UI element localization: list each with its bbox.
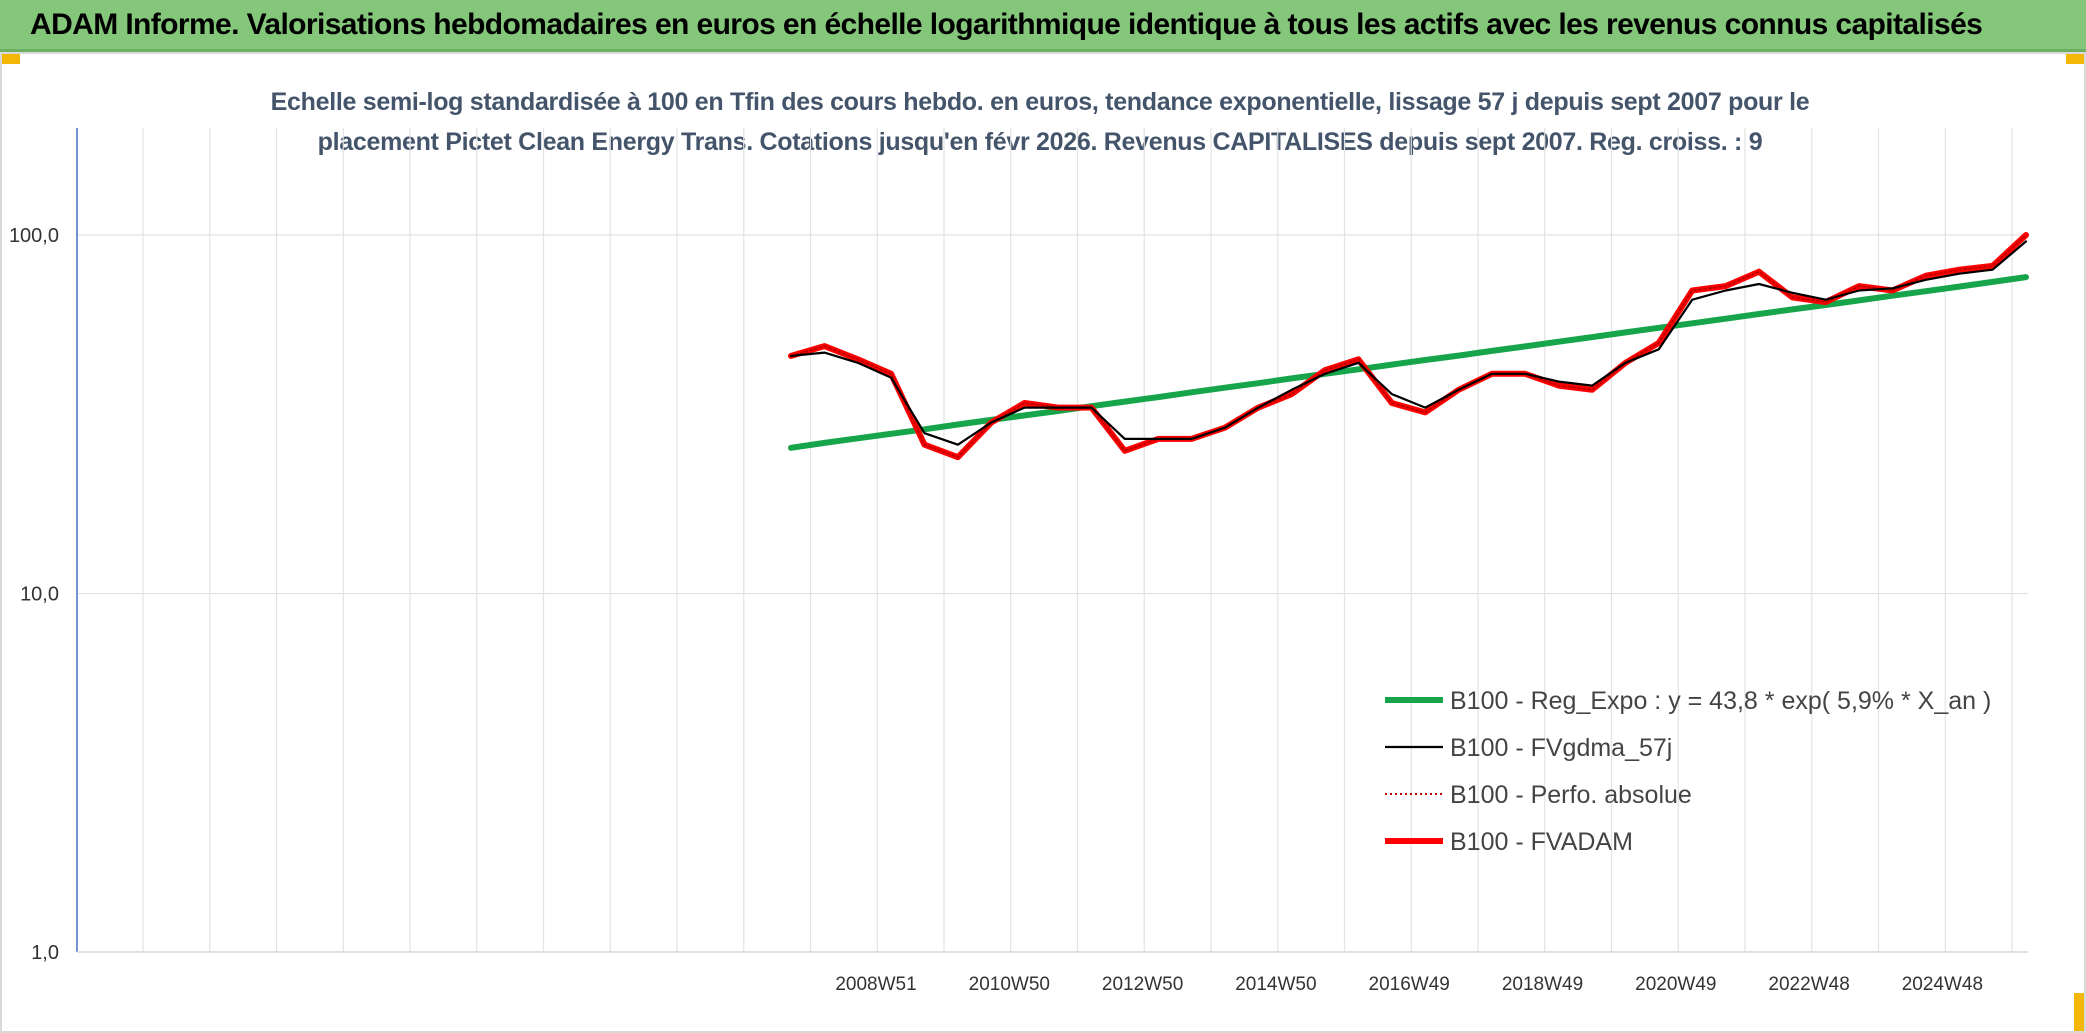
x-tick-label: 2020W49: [1635, 974, 1716, 995]
series-reg-expo: [788, 274, 2029, 451]
chart-title-line1: Echelle semi-log standardisée à 100 en T…: [270, 88, 1810, 116]
y-tick-label: 10,0: [20, 584, 59, 606]
x-tick-label: 2016W49: [1369, 974, 1450, 995]
chart-series: [788, 232, 2029, 461]
chart-legend: B100 - Reg_Expo : y = 43,8 * exp( 5,9% *…: [1385, 687, 1991, 856]
gridlines: [77, 128, 2028, 953]
x-tick-label: 2012W50: [1102, 974, 1183, 995]
page-title: ADAM Informe. Valorisations hebdomadaire…: [30, 8, 1983, 41]
legend-item-perfo-absolue: B100 - Perfo. absolue: [1385, 781, 1692, 809]
corner-marker-right: [2066, 52, 2086, 64]
x-tick-label: 2014W50: [1235, 974, 1316, 995]
x-tick-labels: 2008W51 2010W50 2012W50 2014W50 2016W49 2018W…: [835, 974, 1983, 995]
y-tick-label: 100,0: [9, 225, 59, 247]
y-tick-label: 1,0: [31, 942, 59, 964]
legend-label: B100 - FVADAM: [1450, 828, 1633, 856]
x-tick-label: 2018W49: [1502, 974, 1583, 995]
x-tick-label: 2024W48: [1902, 974, 1983, 995]
legend-item-fvadam: B100 - FVADAM: [1385, 828, 1633, 856]
legend-label: B100 - Reg_Expo : y = 43,8 * exp( 5,9% *…: [1450, 687, 1991, 715]
chart-title-line2: placement Pictet Clean Energy Trans. Cot…: [317, 128, 1763, 156]
series-fvgdma-57j: [789, 240, 2028, 446]
corner-marker-bottom-right: [2074, 993, 2086, 1033]
chart-frame: [0, 52, 2086, 1033]
y-tick-labels: 100,0 10,0 1,0: [9, 225, 59, 964]
x-tick-label: 2022W48: [1768, 974, 1849, 995]
legend-label: B100 - FVgdma_57j: [1450, 734, 1672, 762]
legend-label: B100 - Perfo. absolue: [1450, 781, 1692, 809]
x-tick-label: 2010W50: [969, 974, 1050, 995]
legend-item-reg-expo: B100 - Reg_Expo : y = 43,8 * exp( 5,9% *…: [1385, 687, 1991, 715]
corner-marker-left: [0, 52, 20, 64]
x-tick-label: 2008W51: [835, 974, 916, 995]
header-banner: ADAM Informe. Valorisations hebdomadaire…: [0, 0, 2086, 52]
legend-item-fvgdma: B100 - FVgdma_57j: [1385, 734, 1672, 762]
